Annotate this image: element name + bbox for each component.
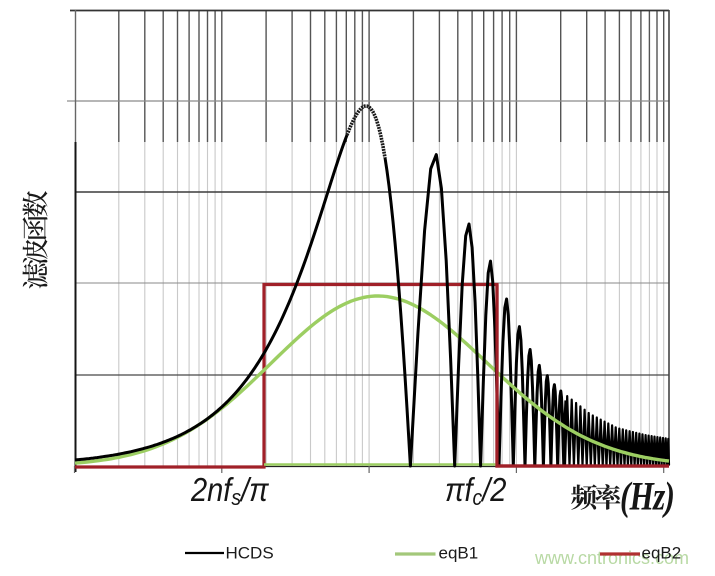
- svg-text:www.cntronics.com: www.cntronics.com: [534, 548, 689, 568]
- svg-text:2nfs/π: 2nfs/π: [190, 471, 270, 510]
- svg-text:(Hz): (Hz): [620, 474, 674, 519]
- svg-text:eqB1: eqB1: [439, 544, 479, 563]
- svg-text:eqB2: eqB2: [642, 544, 682, 563]
- svg-text:πfc/2: πfc/2: [445, 471, 506, 510]
- svg-text:HCDS: HCDS: [226, 544, 274, 563]
